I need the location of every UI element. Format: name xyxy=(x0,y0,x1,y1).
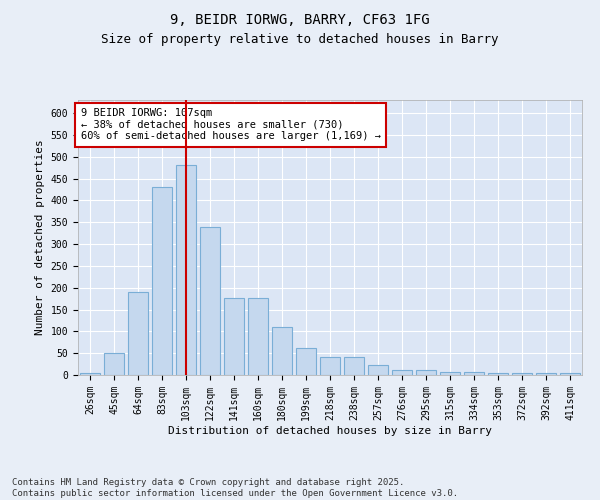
Bar xyxy=(440,372,460,375)
Bar xyxy=(344,356,364,375)
Y-axis label: Number of detached properties: Number of detached properties xyxy=(35,140,45,336)
Text: 9 BEIDR IORWG: 107sqm
← 38% of detached houses are smaller (730)
60% of semi-det: 9 BEIDR IORWG: 107sqm ← 38% of detached … xyxy=(80,108,380,142)
X-axis label: Distribution of detached houses by size in Barry: Distribution of detached houses by size … xyxy=(168,426,492,436)
Bar xyxy=(128,292,148,375)
Bar xyxy=(200,228,220,375)
Bar xyxy=(80,373,100,375)
Bar xyxy=(272,328,292,375)
Bar xyxy=(512,374,532,375)
Bar xyxy=(488,374,508,375)
Text: Size of property relative to detached houses in Barry: Size of property relative to detached ho… xyxy=(101,32,499,46)
Bar xyxy=(104,352,124,375)
Text: 9, BEIDR IORWG, BARRY, CF63 1FG: 9, BEIDR IORWG, BARRY, CF63 1FG xyxy=(170,12,430,26)
Text: Contains HM Land Registry data © Crown copyright and database right 2025.
Contai: Contains HM Land Registry data © Crown c… xyxy=(12,478,458,498)
Bar xyxy=(560,374,580,375)
Bar xyxy=(464,372,484,375)
Bar xyxy=(176,166,196,375)
Bar xyxy=(152,188,172,375)
Bar xyxy=(536,374,556,375)
Bar xyxy=(416,370,436,375)
Bar xyxy=(320,356,340,375)
Bar xyxy=(368,366,388,375)
Bar xyxy=(296,348,316,375)
Bar xyxy=(248,298,268,375)
Bar xyxy=(392,370,412,375)
Bar xyxy=(224,298,244,375)
